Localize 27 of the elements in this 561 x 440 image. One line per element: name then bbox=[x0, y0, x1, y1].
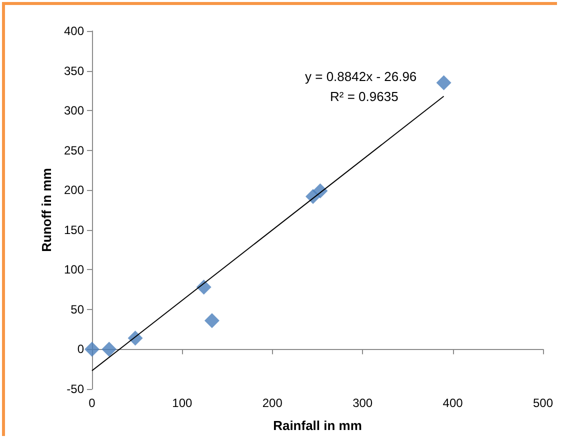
annotation: R² = 0.9635 bbox=[330, 89, 398, 104]
y-tick-label: 200 bbox=[64, 183, 84, 198]
x-axis-title: Rainfall in mm bbox=[273, 418, 362, 433]
y-tick-label: -50 bbox=[66, 382, 84, 396]
x-tick-label: 300 bbox=[352, 396, 373, 410]
x-tick-label: 500 bbox=[532, 396, 554, 410]
y-axis-title: Runoff in mm bbox=[39, 168, 54, 252]
annotation: y = 0.8842x - 26.96 bbox=[305, 69, 417, 84]
point bbox=[312, 183, 328, 198]
y-tick-label: 350 bbox=[64, 64, 84, 78]
point bbox=[128, 330, 143, 346]
x-tick-label: 400 bbox=[442, 396, 464, 410]
y-tick-label: 400 bbox=[64, 24, 84, 38]
y-tick-label: 0 bbox=[77, 342, 84, 356]
y-tick-label: 50 bbox=[70, 302, 84, 316]
x-tick-label: 0 bbox=[88, 396, 96, 410]
y-tick-label: 300 bbox=[64, 104, 84, 118]
point bbox=[102, 342, 117, 357]
x-tick-label: 100 bbox=[172, 396, 193, 410]
point bbox=[204, 313, 220, 328]
x-tick-label: 200 bbox=[262, 396, 283, 410]
point bbox=[196, 280, 212, 295]
y-tick-label: 250 bbox=[64, 143, 84, 158]
y-tick-label: 150 bbox=[64, 222, 84, 237]
point bbox=[84, 342, 100, 357]
point bbox=[436, 75, 452, 90]
y-tick-label: 100 bbox=[64, 262, 84, 277]
